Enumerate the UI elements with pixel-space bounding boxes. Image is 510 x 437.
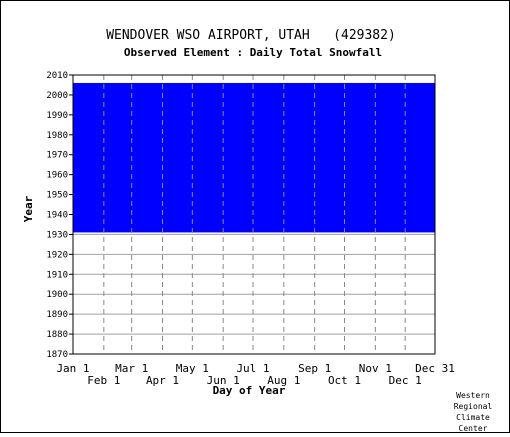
y-tick-label: 1950 — [46, 191, 68, 201]
y-tick-label: 1900 — [46, 290, 68, 300]
y-tick-label: 1870 — [46, 350, 68, 360]
x-axis-label: Day of Year — [213, 384, 286, 397]
credit-line: Western — [456, 391, 490, 400]
y-tick-label: 1980 — [46, 131, 68, 141]
x-tick-label: Sep 1 — [298, 362, 331, 375]
y-tick-label: 1930 — [46, 230, 68, 240]
y-tick-label: 1990 — [46, 111, 68, 121]
y-tick-label: 1910 — [46, 270, 68, 280]
data-block — [73, 98, 132, 229]
y-tick-label: 1880 — [46, 330, 68, 340]
y-tick-label: 1960 — [46, 171, 68, 181]
x-tick-label: Jun 1 — [207, 374, 240, 387]
y-tick-label: 1920 — [46, 250, 68, 260]
y-axis-label: Year — [22, 195, 35, 222]
chart-subtitle: Observed Element : Daily Total Snowfall — [124, 46, 382, 59]
wrcc-credit: Western Regional Climate Center — [443, 390, 503, 434]
x-tick-label: Feb 1 — [87, 374, 120, 387]
credit-line: Climate — [456, 413, 490, 422]
data-block — [73, 82, 435, 233]
y-tick-label: 1940 — [46, 211, 68, 221]
chart-title: WENDOVER WSO AIRPORT, UTAH (429382) — [106, 28, 396, 43]
x-tick-label: Dec 31 — [415, 362, 455, 375]
x-tick-label: Apr 1 — [146, 374, 179, 387]
x-tick-label: Jan 1 — [56, 362, 89, 375]
x-tick-label: May 1 — [176, 362, 209, 375]
plot-area: 1870 1880 1890 1900 1910 1920 1930 1940 1950 1960… — [46, 71, 455, 387]
x-tick-label: Nov 1 — [359, 362, 392, 375]
x-tick-label: Oct 1 — [328, 374, 361, 387]
credit-line: Center — [458, 424, 488, 433]
x-tick-label: Jul 1 — [236, 362, 269, 375]
x-tick-label: Dec 1 — [389, 374, 422, 387]
y-tick-label: 1970 — [46, 151, 68, 161]
x-tick-label: Mar 1 — [115, 362, 148, 375]
y-tick-label: 2010 — [46, 71, 68, 81]
credit-line: Regional — [453, 402, 493, 411]
x-tick-label: Aug 1 — [267, 374, 300, 387]
y-tick-label: 1890 — [46, 310, 68, 320]
y-tick-label: 2000 — [46, 91, 68, 101]
